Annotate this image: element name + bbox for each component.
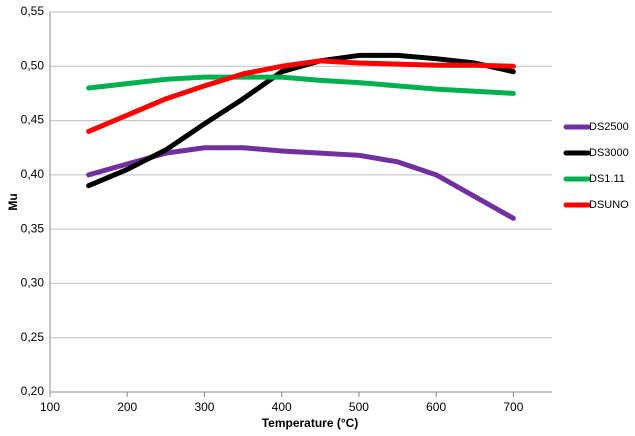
y-tick-label: 0,20 xyxy=(21,384,45,398)
x-tick-label: 500 xyxy=(349,400,369,414)
y-tick-label: 0,35 xyxy=(21,221,45,235)
y-tick-label: 0,45 xyxy=(21,113,45,127)
legend-label: DS3000 xyxy=(589,147,629,159)
legend-label: DS1.11 xyxy=(589,173,625,185)
y-tick-label: 0,40 xyxy=(21,167,45,181)
x-tick-label: 400 xyxy=(272,400,292,414)
x-tick-label: 200 xyxy=(117,400,137,414)
line-series xyxy=(86,58,516,134)
legend-label: DS2500 xyxy=(589,121,629,133)
y-tick-label: 0,55 xyxy=(21,4,45,18)
line-series xyxy=(86,74,516,96)
y-tick-label: 0,30 xyxy=(21,276,45,290)
x-axis-title: Temperature (°C) xyxy=(262,416,359,430)
x-tick-label: 100 xyxy=(40,400,60,414)
y-tick-label: 0,50 xyxy=(21,58,45,72)
x-tick-label: 300 xyxy=(194,400,214,414)
x-tick-label: 700 xyxy=(503,400,523,414)
y-tick-label: 0,25 xyxy=(21,330,45,344)
x-tick-label: 600 xyxy=(426,400,446,414)
y-axis-title: Mu xyxy=(6,193,20,210)
legend-label: DSUNO xyxy=(589,199,629,211)
line-series xyxy=(86,52,516,189)
